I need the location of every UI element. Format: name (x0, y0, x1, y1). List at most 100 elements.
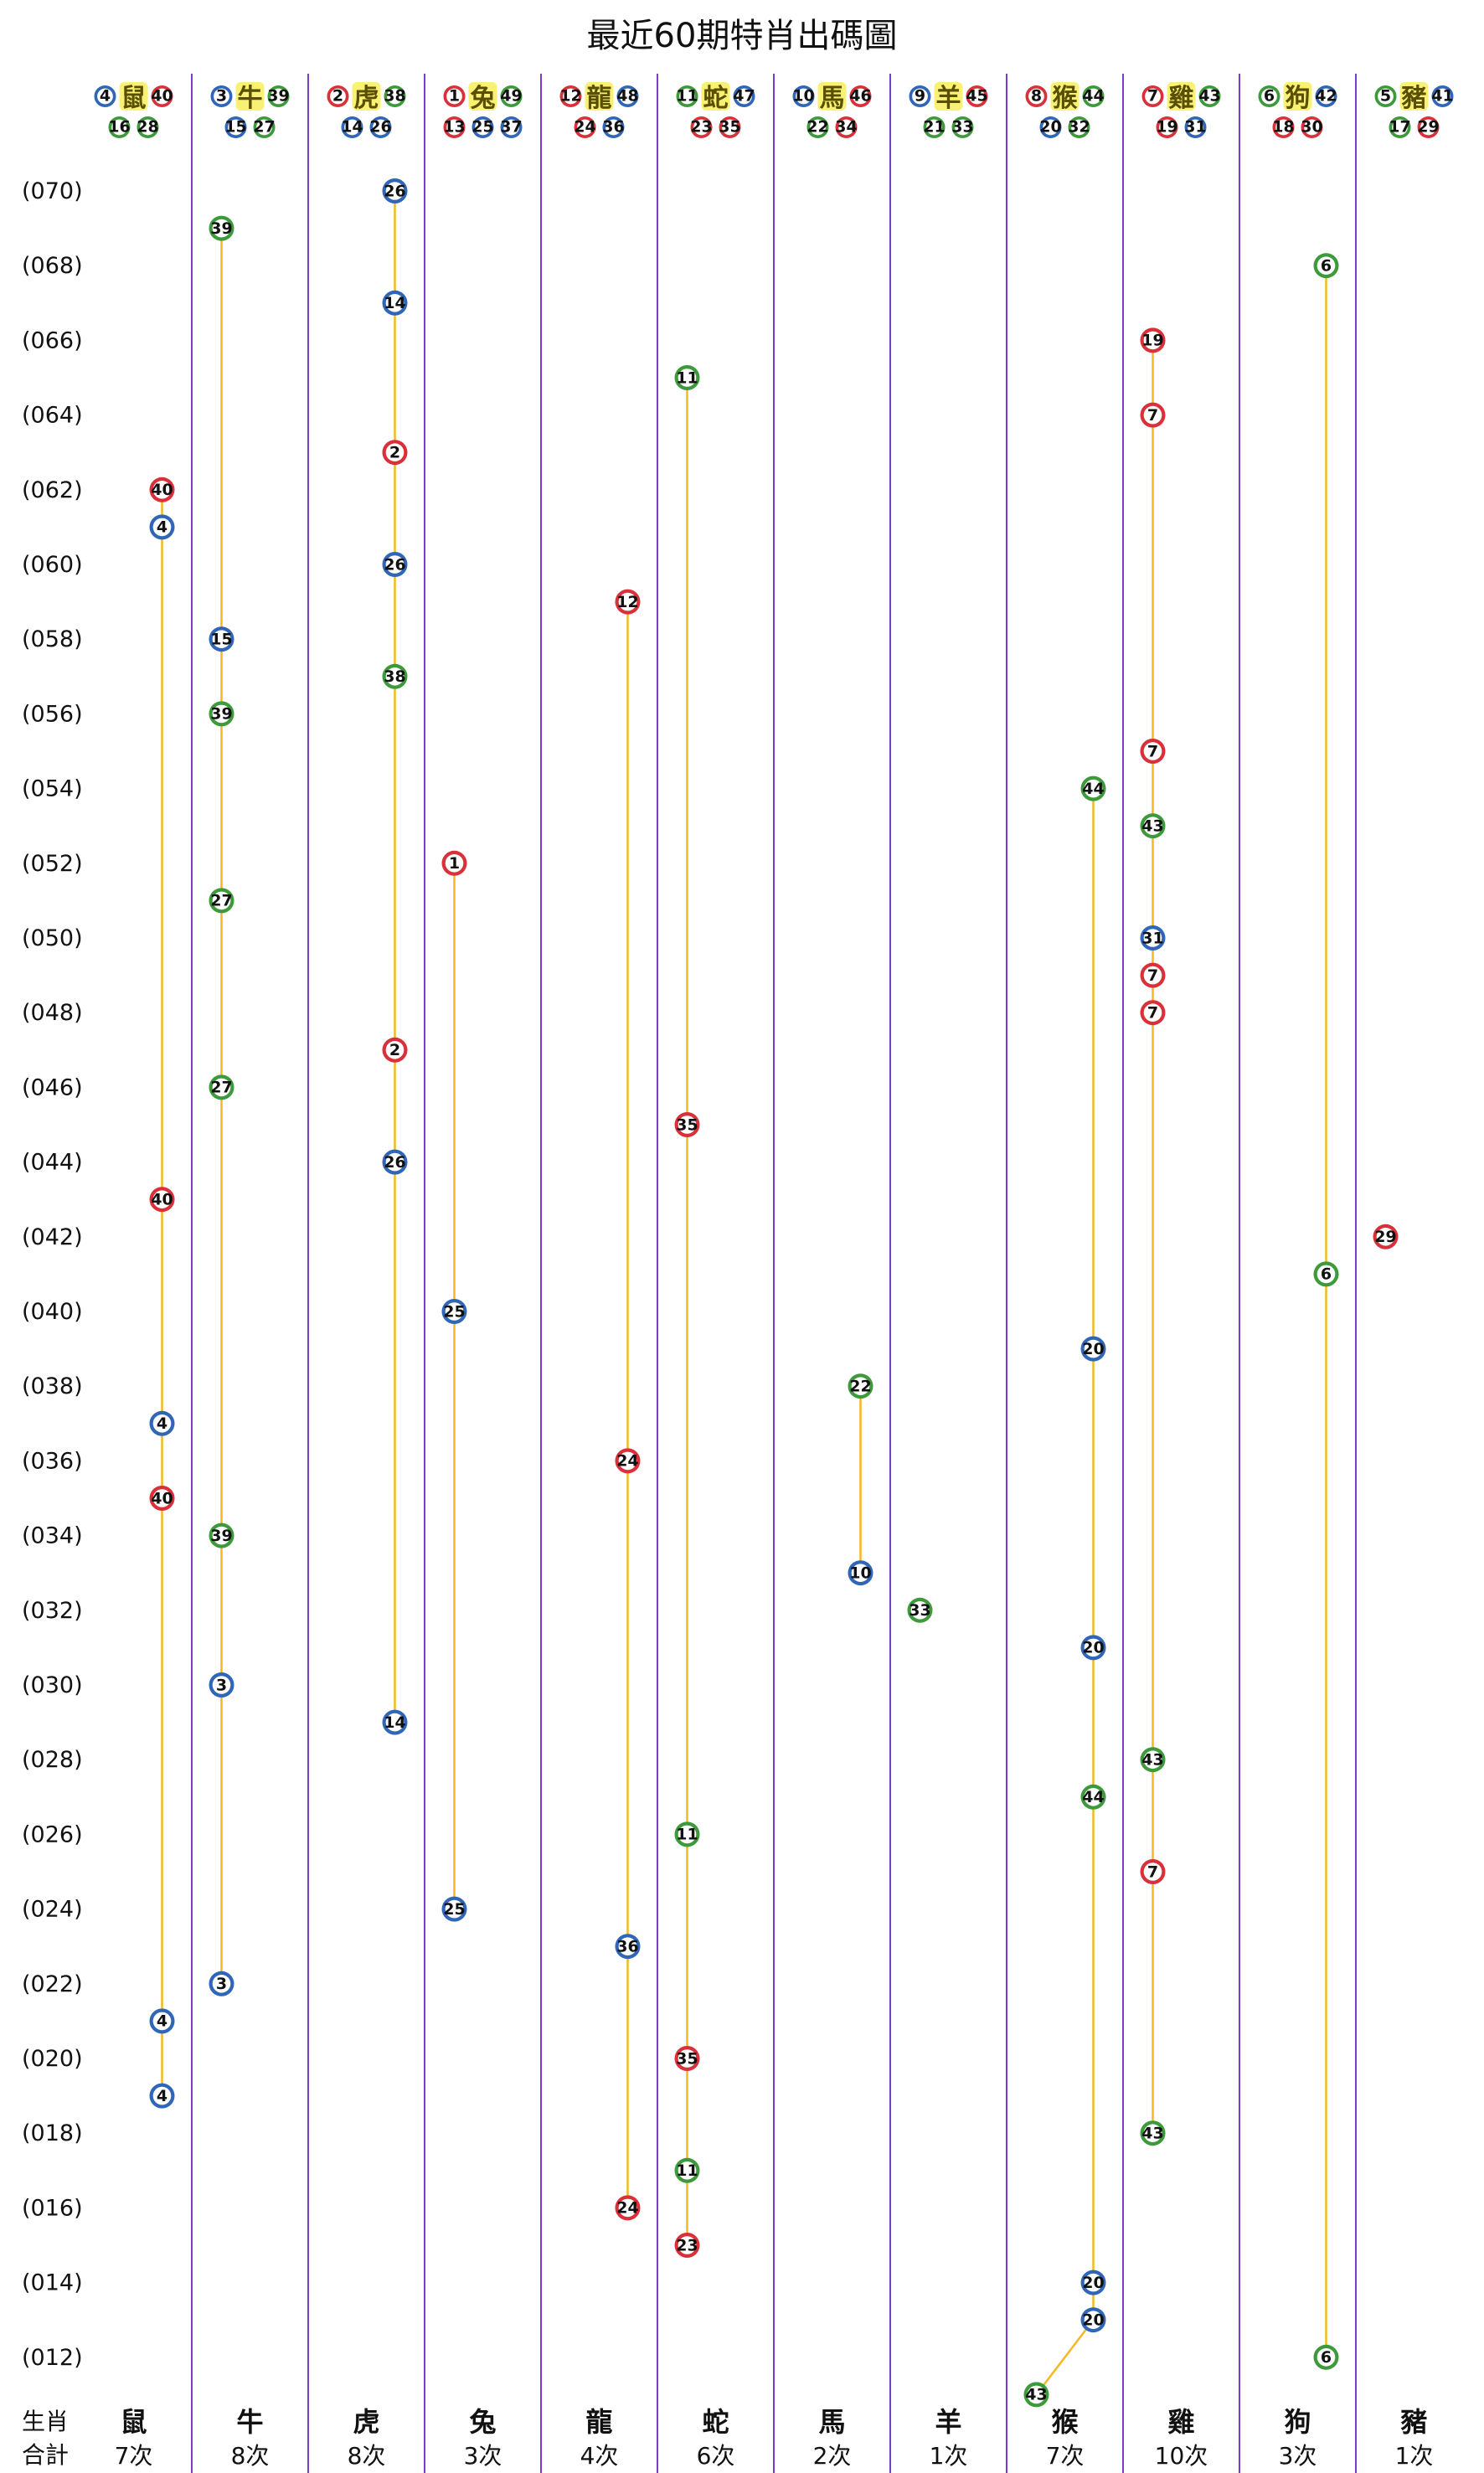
header-ball-number: 25 (471, 117, 493, 136)
header-zodiac-highlight (468, 82, 497, 111)
data-point: 20 (1080, 1336, 1106, 1362)
data-point-number: 20 (1082, 2274, 1104, 2292)
header-ball-face (1275, 119, 1291, 136)
header-zodiac-highlight (1050, 82, 1080, 111)
header-zodiac: 蛇 (703, 84, 729, 113)
data-point-face (851, 1377, 870, 1395)
header-ball-face (1145, 88, 1161, 105)
header-ball: 25 (471, 116, 494, 138)
header-ball-number: 43 (1198, 86, 1220, 105)
data-point: 4 (149, 514, 175, 540)
data-point: 31 (1140, 925, 1166, 951)
header-ball-face (111, 119, 127, 136)
y-tick-label: (054) (22, 776, 83, 802)
header-ball-number: 13 (443, 117, 465, 136)
data-point-face (1084, 779, 1103, 798)
y-tick-label: (050) (22, 925, 83, 951)
footer-count: 4次 (580, 2442, 619, 2470)
header-zodiac: 狗 (1286, 84, 1311, 113)
data-point-number: 19 (1141, 332, 1163, 350)
header-ball: 8 (1025, 85, 1048, 107)
header-ball-face (796, 88, 812, 105)
header-ball: 36 (602, 116, 625, 138)
y-tick-label: (070) (22, 178, 83, 204)
header-ball: 12 (559, 85, 582, 107)
header-ball-face (838, 119, 854, 136)
data-point-number: 35 (676, 2049, 698, 2068)
data-point-number: 3 (216, 1975, 227, 1993)
header-ball-face (722, 119, 738, 136)
data-point: 25 (441, 1299, 467, 1324)
header-ball-number: 28 (137, 117, 158, 136)
footer-zodiac: 馬 (818, 2406, 845, 2438)
data-point-number: 40 (151, 1191, 173, 1209)
header-ball-face (577, 119, 593, 136)
header-ball: 35 (719, 116, 741, 138)
data-point-face (152, 1190, 172, 1208)
header-zodiac: 猴 (1053, 84, 1078, 113)
header-zodiac-highlight (934, 82, 963, 111)
header-ball-number: 44 (1082, 86, 1104, 105)
header-ball-number: 6 (1264, 86, 1275, 105)
data-point-face (1084, 2273, 1103, 2292)
header-ball-number: 40 (151, 86, 173, 105)
header-ball-face (1159, 119, 1175, 136)
data-point: 26 (382, 178, 408, 204)
header-ball-number: 33 (951, 117, 973, 136)
header-zodiac-highlight (701, 82, 730, 111)
header-ball-face (271, 88, 286, 105)
data-point-face (152, 1489, 172, 1507)
data-point: 26 (382, 1149, 408, 1175)
header-ball-number: 3 (216, 86, 227, 105)
data-point: 6 (1313, 1261, 1339, 1287)
header-ball-number: 22 (806, 117, 828, 136)
data-point-number: 11 (676, 368, 698, 387)
header-ball: 9 (909, 85, 931, 107)
data-point-face (385, 1041, 404, 1059)
header-ball-face (1318, 88, 1334, 105)
header-ball-number: 10 (792, 86, 814, 105)
chart-footer: 鼠 7次 牛 8次 虎 8次 兔 3次 龍 4次 蛇 6次 馬 2次 羊 1次 猴 7次 雞 10次 狗 3次 豬 1次 生肖合… (22, 2406, 1433, 2470)
data-point-number: 40 (151, 481, 173, 499)
data-point: 43 (1140, 813, 1166, 839)
header-ball: 14 (341, 116, 363, 138)
data-point: 35 (674, 1112, 700, 1137)
y-tick-label: (062) (22, 477, 83, 503)
header-ball-face (446, 119, 462, 136)
data-point-number: 29 (1374, 1228, 1396, 1246)
data-point-face (152, 2012, 172, 2031)
header-ball: 3 (210, 85, 233, 107)
header-ball-face (330, 88, 346, 105)
header-ball: 39 (267, 85, 290, 107)
data-point: 6 (1313, 253, 1339, 279)
header-ball-face (1378, 88, 1394, 105)
header-ball-number: 1 (449, 86, 460, 105)
data-point-face (1317, 256, 1336, 276)
footer-count: 3次 (464, 2442, 502, 2470)
data-point: 24 (615, 1448, 641, 1474)
header-ball-number: 24 (574, 117, 595, 136)
header-ball: 34 (835, 116, 858, 138)
y-tick-label: (064) (22, 403, 83, 429)
data-point: 44 (1080, 1784, 1106, 1810)
header-ball: 10 (792, 85, 815, 107)
footer-count: 1次 (1395, 2442, 1434, 2470)
data-point-face (1143, 1862, 1162, 1881)
header-ball-face (373, 119, 389, 136)
header-ball-number: 12 (559, 86, 581, 105)
header-ball: 1 (443, 85, 466, 107)
header-zodiac-highlight (119, 82, 148, 111)
header-ball: 29 (1417, 116, 1440, 138)
data-point-face (618, 1451, 637, 1471)
header-ball: 49 (500, 85, 523, 107)
header-ball: 11 (676, 85, 698, 107)
header-ball-face (1435, 88, 1451, 105)
footer-zodiac: 蛇 (702, 2406, 729, 2438)
header-ball: 48 (616, 85, 639, 107)
data-point-number: 4 (157, 2087, 167, 2105)
data-point: 33 (907, 1597, 933, 1623)
header-ball: 21 (923, 116, 946, 138)
header-ball: 4 (94, 85, 116, 107)
data-point-number: 36 (616, 1938, 638, 1956)
